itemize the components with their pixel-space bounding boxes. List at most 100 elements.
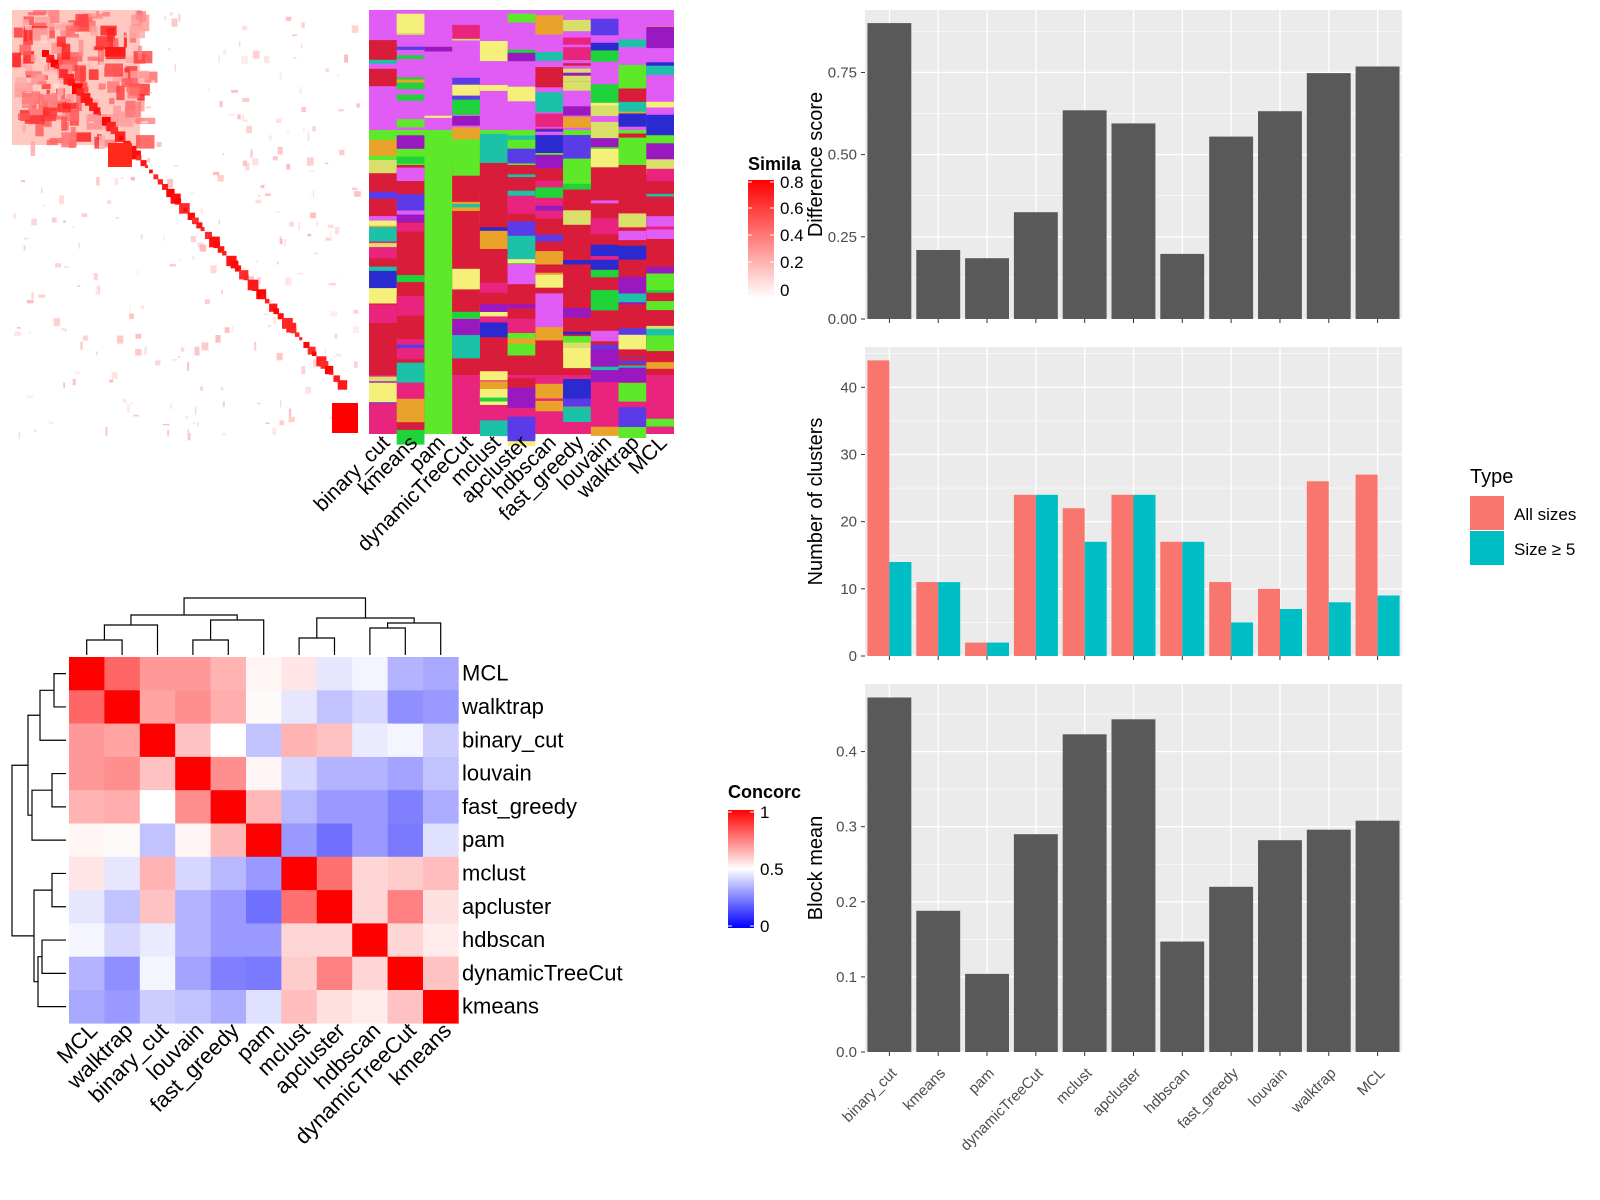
concordance-cell — [352, 823, 388, 858]
class-cell — [369, 68, 397, 87]
concordance-row-label: fast_greedy — [462, 794, 577, 819]
concordance-cell — [139, 856, 176, 891]
class-cell — [646, 65, 674, 75]
similarity-cell — [42, 107, 58, 116]
class-cell — [369, 227, 397, 242]
similarity-cell — [102, 125, 105, 134]
similarity-cell — [75, 14, 89, 27]
similarity-cell — [174, 164, 178, 167]
similarity-cell — [254, 342, 257, 351]
bar-dynamicTreeCut — [1013, 212, 1058, 319]
concordance-cell — [210, 890, 247, 924]
concordance-cell — [175, 890, 211, 924]
similarity-cell — [78, 242, 80, 249]
class-cell — [452, 96, 480, 115]
similarity-cell — [146, 106, 151, 109]
similarity-cell — [28, 332, 31, 334]
similarity-cell — [34, 101, 43, 116]
similarity-cell — [104, 46, 126, 57]
class-cell — [507, 13, 536, 23]
similarity-cell — [12, 52, 21, 68]
bar-size5-apcluster — [1133, 494, 1156, 656]
similarity-cell — [65, 25, 79, 38]
similarity-cell — [22, 91, 41, 108]
concordance-cell — [281, 823, 318, 858]
class-cell — [590, 349, 619, 367]
similarity-cell — [292, 34, 298, 37]
similarity-cell — [353, 309, 359, 314]
similarity-cell — [168, 47, 171, 51]
concordance-cell — [139, 690, 176, 724]
similarity-cell — [30, 141, 36, 156]
bar-all-sizes-dynamicTreeCut — [1013, 494, 1036, 656]
concordance-cell — [175, 990, 211, 1024]
similarity-cell — [286, 163, 291, 170]
similarity-cell — [120, 34, 126, 38]
bar-fast_greedy — [1209, 886, 1254, 1052]
dendrogram-branch — [210, 619, 265, 655]
concordance-cell — [175, 923, 211, 957]
class-cell — [479, 371, 508, 381]
similarity-diagonal-cell — [290, 327, 297, 334]
similarity-cell — [113, 105, 122, 117]
similarity-cell — [122, 398, 125, 402]
similarity-cell — [48, 16, 50, 24]
concordance-cell — [316, 956, 353, 991]
class-cell — [507, 235, 536, 260]
concordance-cell — [316, 690, 353, 724]
similarity-cell — [212, 172, 220, 176]
concordance-cell — [210, 690, 247, 724]
class-cell — [507, 49, 536, 56]
similarity-cell — [328, 224, 334, 228]
class-band — [424, 130, 453, 434]
class-cell — [535, 323, 564, 341]
class-cell — [618, 328, 647, 338]
concordance-cell — [387, 657, 424, 691]
similarity-cell — [222, 401, 225, 408]
class-cell — [535, 52, 564, 61]
similarity-cell — [135, 348, 142, 356]
similarity-cell — [23, 244, 26, 251]
class-cell — [369, 191, 397, 199]
concordance-cell — [316, 790, 353, 824]
concordance-cell — [352, 923, 388, 957]
similarity-cell — [224, 327, 230, 333]
similarity-cell — [27, 12, 46, 16]
similarity-cell — [59, 195, 65, 205]
class-cell — [646, 159, 674, 166]
similarity-cell — [64, 52, 83, 62]
similarity-cell — [313, 359, 317, 367]
similarity-cell — [26, 300, 34, 304]
similarity-diagonal-cell — [196, 222, 203, 229]
class-cell — [535, 129, 564, 153]
class-cell — [535, 131, 564, 136]
similarity-cell — [104, 63, 123, 77]
class-cell — [396, 167, 425, 181]
class-cell — [535, 293, 564, 313]
class-cell — [452, 246, 480, 253]
concordance-cell — [352, 657, 388, 691]
similarity-cell — [197, 422, 199, 427]
similarity-cell — [218, 54, 220, 63]
class-cell — [563, 106, 591, 116]
similarity-cell — [303, 128, 305, 133]
similarity-cell — [222, 153, 224, 156]
concordance-cell — [104, 956, 141, 991]
concordance-row-label: mclust — [462, 860, 526, 885]
concordance-cell — [246, 823, 282, 858]
bar-mclust — [1062, 110, 1107, 319]
x-tick-label: MCL — [1354, 1065, 1388, 1099]
class-cell — [535, 15, 564, 27]
concordance-cell — [246, 956, 282, 991]
similarity-cell — [275, 211, 280, 213]
similarity-cell — [114, 178, 119, 186]
class-cell — [479, 310, 508, 317]
similarity-cell — [276, 352, 283, 361]
similarity-cell — [13, 27, 23, 38]
dendrogram-branch — [369, 627, 406, 655]
similarity-cell — [44, 93, 51, 97]
class-cell — [452, 190, 480, 202]
similarity-diagonal-cell — [50, 59, 59, 68]
similarity-cell — [167, 178, 173, 188]
